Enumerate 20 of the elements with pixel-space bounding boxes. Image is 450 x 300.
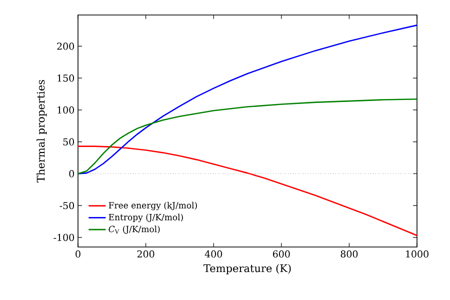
y-axis-title: Thermal properties bbox=[36, 80, 47, 182]
y-tick-label: -100 bbox=[54, 234, 74, 242]
y-tick-label: 50 bbox=[63, 138, 74, 146]
x-axis-title: Temperature (K) bbox=[204, 264, 291, 274]
x-tick-label: 400 bbox=[204, 250, 222, 258]
x-tick-label: 800 bbox=[340, 250, 358, 258]
legend-label: Free energy (kJ/mol) bbox=[108, 202, 197, 210]
y-tick-label: -50 bbox=[60, 202, 74, 210]
x-tick-label: 600 bbox=[272, 250, 290, 258]
y-tick-label: 150 bbox=[58, 74, 74, 82]
y-tick-label: 0 bbox=[69, 170, 74, 178]
x-tick-label: 1000 bbox=[406, 250, 428, 258]
x-tick-label: 0 bbox=[76, 250, 80, 258]
y-tick-label: 100 bbox=[58, 106, 74, 114]
line-series bbox=[78, 24, 417, 174]
x-tick-label: 200 bbox=[137, 250, 154, 258]
line-series bbox=[78, 98, 417, 174]
legend-label: Entropy (J/K/mol) bbox=[108, 214, 183, 222]
legend-label: C$_{V}$ (J/K/mol) bbox=[108, 226, 160, 234]
y-tick-label: 200 bbox=[57, 42, 74, 50]
